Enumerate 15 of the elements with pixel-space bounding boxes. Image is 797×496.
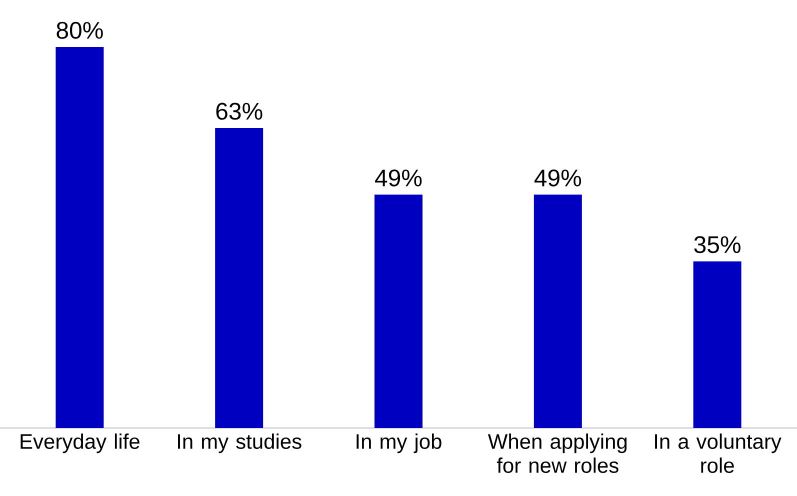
data-label: 63% <box>216 102 262 120</box>
data-label: 49% <box>375 169 422 186</box>
bar <box>56 47 104 428</box>
bar <box>374 194 423 428</box>
bar <box>215 128 264 428</box>
bar <box>693 261 742 428</box>
data-label: 35% <box>694 236 740 254</box>
x-tick-label: When applying for new roles <box>488 434 627 473</box>
data-label: 80% <box>56 22 103 39</box>
bar <box>534 194 582 428</box>
x-tick-label: Everyday life <box>20 434 140 454</box>
x-tick-label: In a voluntary role <box>655 434 782 473</box>
x-tick-label: In my studies <box>178 434 302 454</box>
data-label: 49% <box>534 169 582 186</box>
x-tick-label: In my job <box>356 434 442 454</box>
